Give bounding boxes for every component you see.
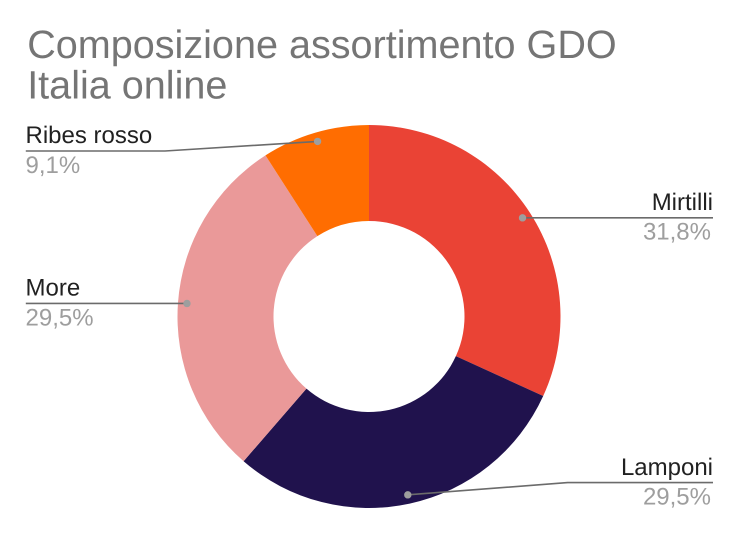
- svg-text:Ribes rosso: Ribes rosso: [26, 122, 153, 149]
- svg-text:29,5%: 29,5%: [643, 483, 711, 510]
- svg-text:9,1%: 9,1%: [26, 152, 81, 179]
- svg-text:Lamponi: Lamponi: [621, 454, 713, 481]
- svg-text:29,5%: 29,5%: [26, 304, 94, 331]
- svg-text:More: More: [26, 275, 81, 302]
- svg-text:31,8%: 31,8%: [643, 219, 711, 246]
- svg-text:Composizione assortimento GDO: Composizione assortimento GDO: [27, 23, 617, 67]
- svg-text:Mirtilli: Mirtilli: [652, 189, 713, 216]
- svg-text:Italia online: Italia online: [27, 63, 227, 107]
